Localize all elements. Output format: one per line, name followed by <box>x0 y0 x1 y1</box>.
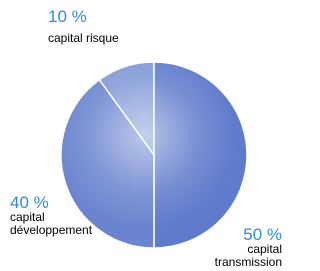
category-label: capital risque <box>48 32 168 45</box>
category-label: capital développement <box>10 211 70 237</box>
value-label: 10 % <box>48 8 87 26</box>
category-label: capital transmission <box>202 243 282 269</box>
